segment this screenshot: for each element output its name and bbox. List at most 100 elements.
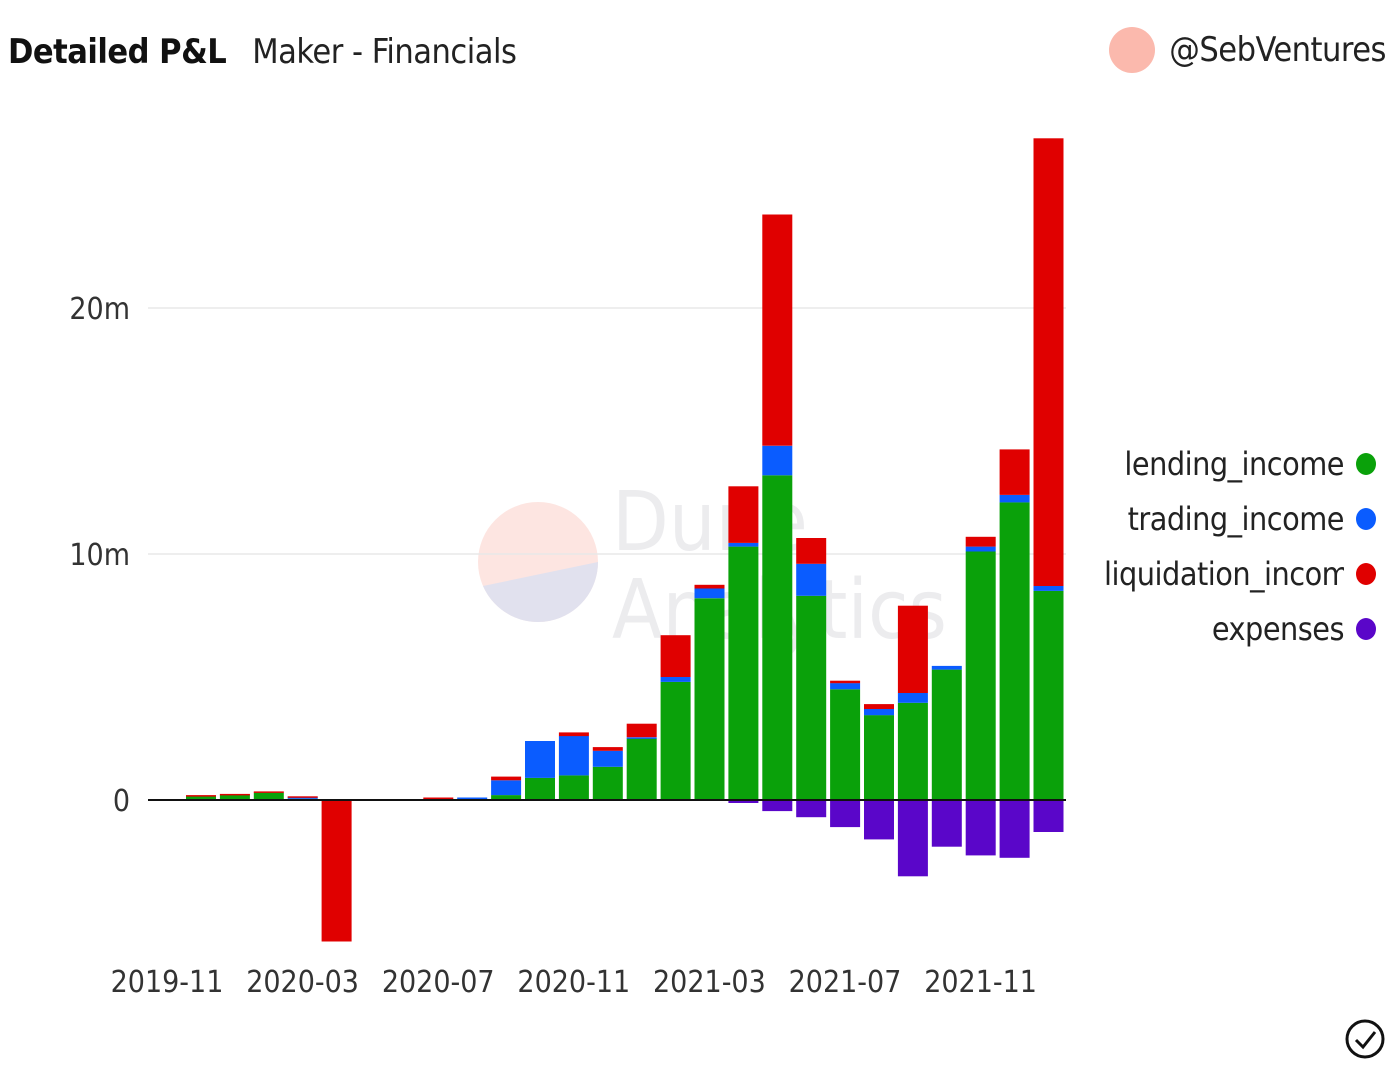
bar-lending_income-2020-08[interactable] bbox=[491, 795, 522, 800]
legend-item-lending_income[interactable]: lending_income bbox=[1086, 436, 1376, 491]
bar-liquidation_income-2020-06[interactable] bbox=[423, 797, 454, 800]
bar-expenses-2021-12[interactable] bbox=[1033, 800, 1064, 832]
bar-liquidation_income-2019-12[interactable] bbox=[219, 793, 250, 796]
bar-lending_income-2021-01[interactable] bbox=[660, 681, 691, 800]
bar-liquidation_income-2021-04[interactable] bbox=[762, 214, 793, 446]
bar-liquidation_income-2021-06[interactable] bbox=[830, 680, 861, 684]
bar-lending_income-2021-08[interactable] bbox=[897, 702, 928, 800]
bar-liquidation_income-2021-05[interactable] bbox=[796, 538, 827, 564]
author[interactable]: @SebVentures bbox=[1109, 20, 1386, 80]
bar-liquidation_income-2021-10[interactable] bbox=[965, 536, 996, 547]
legend: lending_income trading_income liquidation_… bbox=[1086, 436, 1376, 656]
check-circle-icon[interactable] bbox=[1344, 1018, 1386, 1060]
bar-lending_income-2021-07[interactable] bbox=[864, 715, 894, 800]
bar-liquidation_income-2020-08[interactable] bbox=[491, 776, 522, 781]
bar-lending_income-2019-12[interactable] bbox=[219, 794, 250, 800]
x-tick-label: 2021-03 bbox=[653, 965, 766, 1000]
bar-lending_income-2021-11[interactable] bbox=[999, 502, 1030, 800]
bar-trading_income-2021-02[interactable] bbox=[694, 588, 725, 599]
x-tick-label: 2020-03 bbox=[246, 965, 359, 1000]
author-handle[interactable]: @SebVentures bbox=[1169, 30, 1386, 70]
bar-trading_income-2021-03[interactable] bbox=[728, 542, 759, 547]
y-tick-label: 0 bbox=[113, 784, 130, 819]
bar-liquidation_income-2021-11[interactable] bbox=[999, 449, 1030, 495]
bar-lending_income-2020-01[interactable] bbox=[253, 792, 284, 800]
bar-lending_income-2021-09[interactable] bbox=[931, 669, 962, 800]
bar-liquidation_income-2020-10[interactable] bbox=[558, 732, 589, 737]
x-axis: 2019-11 2020-03 2020-07 2020-11 2021-03 2021-… bbox=[111, 965, 1037, 1000]
bar-lending_income-2021-10[interactable] bbox=[965, 551, 996, 801]
legend-dot bbox=[1356, 617, 1376, 640]
bar-trading_income-2021-10[interactable] bbox=[965, 546, 996, 552]
bar-lending_income-2021-05[interactable] bbox=[796, 595, 827, 800]
bar-trading_income-2021-12[interactable] bbox=[1033, 586, 1064, 591]
x-tick-label: 2021-07 bbox=[789, 965, 902, 1000]
bar-trading_income-2020-08[interactable] bbox=[491, 780, 522, 796]
bar-liquidation_income-2019-11[interactable] bbox=[186, 795, 216, 797]
bar-trading_income-2020-10[interactable] bbox=[558, 736, 589, 776]
y-tick-label: 10m bbox=[69, 538, 130, 573]
bar-expenses-2021-05[interactable] bbox=[796, 800, 827, 818]
bar-lending_income-2020-12[interactable] bbox=[626, 738, 657, 801]
avatar[interactable] bbox=[1109, 27, 1156, 73]
bar-lending_income-2021-04[interactable] bbox=[762, 475, 793, 800]
bar-lending_income-2021-03[interactable] bbox=[728, 546, 759, 800]
bar-trading_income-2021-11[interactable] bbox=[999, 495, 1030, 503]
bar-liquidation_income-2020-11[interactable] bbox=[592, 747, 623, 751]
x-tick-label: 2020-07 bbox=[382, 965, 495, 1000]
y-gridlines bbox=[148, 307, 1066, 555]
bar-liquidation_income-2021-07[interactable] bbox=[864, 704, 894, 709]
bar-trading_income-2020-09[interactable] bbox=[525, 741, 555, 778]
legend-label: lending_income bbox=[1124, 444, 1344, 483]
legend-label: trading_income bbox=[1127, 499, 1344, 538]
bar-trading_income-2021-07[interactable] bbox=[864, 709, 894, 716]
bar-liquidation_income-2021-03[interactable] bbox=[728, 486, 759, 543]
legend-dot bbox=[1356, 507, 1376, 530]
x-tick-label: 2019-11 bbox=[111, 965, 224, 1000]
bar-expenses-2021-07[interactable] bbox=[864, 800, 894, 840]
bars bbox=[186, 138, 1064, 942]
bar-lending_income-2020-10[interactable] bbox=[558, 775, 589, 800]
bar-lending_income-2021-06[interactable] bbox=[830, 689, 861, 800]
x-tick-label: 2021-11 bbox=[924, 965, 1037, 1000]
bar-trading_income-2021-09[interactable] bbox=[931, 665, 962, 670]
y-tick-label: 20m bbox=[69, 292, 130, 327]
bar-trading_income-2020-12[interactable] bbox=[626, 737, 657, 739]
bar-lending_income-2021-12[interactable] bbox=[1033, 590, 1064, 800]
bar-trading_income-2021-04[interactable] bbox=[762, 445, 793, 476]
bar-liquidation_income-2021-12[interactable] bbox=[1033, 138, 1064, 587]
chart-header: Detailed P&L Maker - Financials bbox=[8, 24, 517, 80]
bar-liquidation_income-2020-01[interactable] bbox=[253, 791, 284, 793]
bar-liquidation_income-2020-12[interactable] bbox=[626, 723, 657, 738]
bar-expenses-2021-03[interactable] bbox=[728, 800, 759, 803]
bar-trading_income-2020-07[interactable] bbox=[457, 797, 488, 800]
legend-item-expenses[interactable]: expenses bbox=[1086, 601, 1376, 656]
bar-lending_income-2021-02[interactable] bbox=[694, 598, 725, 800]
legend-item-trading_income[interactable]: trading_income bbox=[1086, 491, 1376, 546]
bar-expenses-2021-06[interactable] bbox=[830, 800, 861, 828]
bar-lending_income-2020-09[interactable] bbox=[525, 777, 555, 800]
bar-liquidation_income-2020-03[interactable] bbox=[321, 800, 352, 942]
legend-dot bbox=[1356, 562, 1376, 585]
bar-expenses-2021-10[interactable] bbox=[965, 800, 996, 856]
x-tick-label: 2020-11 bbox=[517, 965, 630, 1000]
bar-expenses-2021-04[interactable] bbox=[762, 800, 793, 812]
bar-expenses-2021-09[interactable] bbox=[931, 800, 962, 847]
bar-liquidation_income-2021-08[interactable] bbox=[897, 605, 928, 693]
bar-trading_income-2021-08[interactable] bbox=[897, 693, 928, 703]
bar-liquidation_income-2021-01[interactable] bbox=[660, 635, 691, 677]
bar-lending_income-2019-11[interactable] bbox=[186, 796, 216, 800]
legend-item-liquidation_income[interactable]: liquidation_income bbox=[1086, 546, 1376, 601]
bar-trading_income-2021-01[interactable] bbox=[660, 677, 691, 682]
bar-expenses-2021-08[interactable] bbox=[897, 800, 928, 877]
bar-trading_income-2021-06[interactable] bbox=[830, 683, 861, 690]
bar-expenses-2021-11[interactable] bbox=[999, 800, 1030, 858]
bar-liquidation_income-2021-02[interactable] bbox=[694, 584, 725, 589]
bar-trading_income-2021-05[interactable] bbox=[796, 563, 827, 596]
bar-liquidation_income-2020-02[interactable] bbox=[287, 796, 318, 798]
legend-label: liquidation_income bbox=[1104, 554, 1344, 593]
bar-lending_income-2020-11[interactable] bbox=[592, 766, 623, 800]
legend-label: expenses bbox=[1211, 609, 1344, 648]
bar-trading_income-2020-11[interactable] bbox=[592, 750, 623, 767]
